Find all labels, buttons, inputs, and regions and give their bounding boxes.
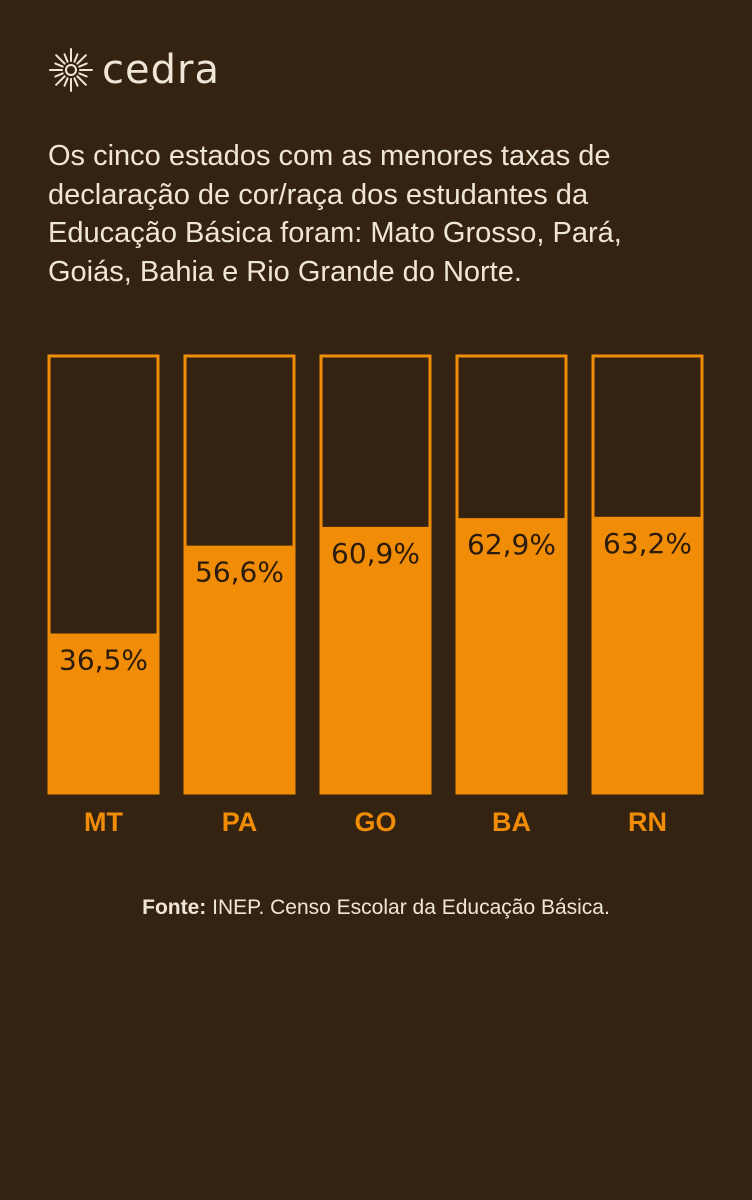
source-text: INEP. Censo Escolar da Educação Básica.	[212, 896, 610, 919]
brand-logo: cedra	[48, 44, 220, 96]
value-label-rn: 63,2%	[603, 527, 692, 560]
category-label-rn: RN	[628, 807, 667, 837]
source-note: Fonte: INEP. Censo Escolar da Educação B…	[0, 896, 752, 920]
value-label-go: 60,9%	[331, 537, 420, 570]
bar-pa	[185, 545, 294, 793]
bar-ba	[457, 518, 566, 793]
bar-mt	[49, 633, 158, 793]
bar-rn	[593, 516, 702, 793]
category-label-pa: PA	[222, 807, 258, 837]
value-label-pa: 56,6%	[195, 556, 284, 589]
bar-go	[321, 526, 430, 793]
category-label-go: GO	[354, 807, 396, 837]
source-label: Fonte:	[142, 896, 207, 919]
category-label-ba: BA	[492, 807, 531, 837]
value-label-ba: 62,9%	[467, 528, 556, 561]
brand-name: cedra	[102, 47, 220, 93]
intro-text: Os cinco estados com as menores taxas de…	[48, 140, 622, 288]
sun-burst-icon	[49, 48, 93, 92]
category-label-mt: MT	[84, 807, 123, 837]
value-label-mt: 36,5%	[59, 643, 148, 676]
